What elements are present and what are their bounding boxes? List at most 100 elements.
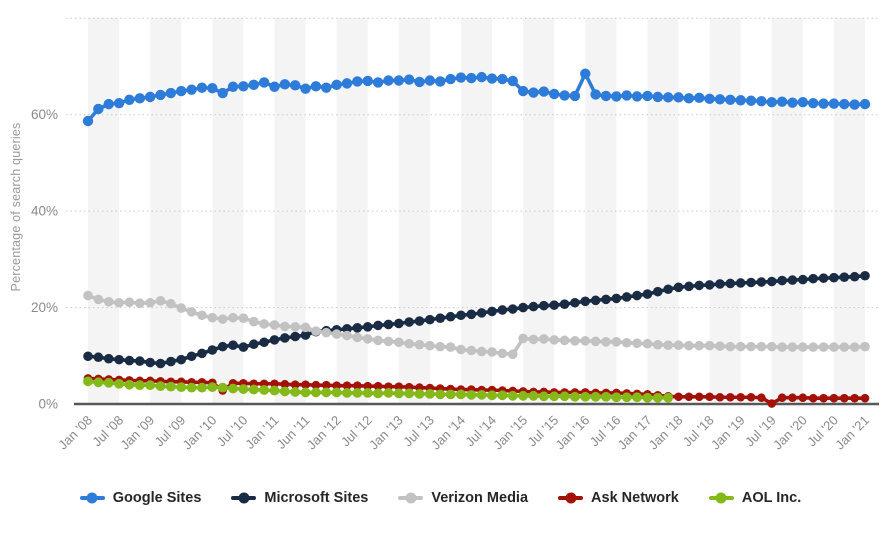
data-point-aol-inc[interactable] <box>414 388 425 399</box>
data-point-aol-inc[interactable] <box>217 382 228 393</box>
data-point-microsoft-sites[interactable] <box>466 309 477 320</box>
data-point-google-sites[interactable] <box>621 90 632 101</box>
data-point-verizon-media[interactable] <box>425 340 435 351</box>
data-point-aol-inc[interactable] <box>538 391 549 402</box>
data-point-aol-inc[interactable] <box>165 381 176 392</box>
data-point-aol-inc[interactable] <box>590 391 601 402</box>
data-point-verizon-media[interactable] <box>114 297 124 308</box>
data-point-microsoft-sites[interactable] <box>176 354 187 365</box>
data-point-verizon-media[interactable] <box>248 316 259 327</box>
data-point-ask-network[interactable] <box>839 393 849 403</box>
data-point-google-sites[interactable] <box>528 87 539 98</box>
data-point-microsoft-sites[interactable] <box>725 278 736 289</box>
data-point-google-sites[interactable] <box>559 90 570 101</box>
data-point-google-sites[interactable] <box>321 82 332 93</box>
data-point-ask-network[interactable] <box>353 381 362 390</box>
data-point-verizon-media[interactable] <box>103 296 114 307</box>
data-point-google-sites[interactable] <box>435 76 446 87</box>
data-point-google-sites[interactable] <box>362 75 373 87</box>
data-point-google-sites[interactable] <box>683 93 695 104</box>
data-point-google-sites[interactable] <box>300 83 311 94</box>
data-point-google-sites[interactable] <box>134 93 145 104</box>
data-point-verizon-media[interactable] <box>549 335 559 345</box>
data-point-verizon-media[interactable] <box>839 342 850 352</box>
data-point-verizon-media[interactable] <box>487 347 497 357</box>
data-point-verizon-media[interactable] <box>238 313 249 323</box>
data-point-verizon-media[interactable] <box>186 307 197 317</box>
data-point-verizon-media[interactable] <box>663 340 673 350</box>
data-point-verizon-media[interactable] <box>829 342 839 352</box>
legend-item-microsoft-sites[interactable]: Microsoft Sites <box>231 490 368 506</box>
data-point-microsoft-sites[interactable] <box>166 356 176 367</box>
data-point-ask-network[interactable] <box>788 393 797 403</box>
data-point-microsoft-sites[interactable] <box>445 311 456 322</box>
data-point-google-sites[interactable] <box>103 98 114 110</box>
data-point-verizon-media[interactable] <box>798 342 808 352</box>
data-point-verizon-media[interactable] <box>394 337 404 348</box>
data-point-google-sites[interactable] <box>756 96 767 107</box>
data-point-google-sites[interactable] <box>424 75 436 86</box>
data-point-google-sites[interactable] <box>714 94 726 105</box>
data-point-microsoft-sites[interactable] <box>83 351 93 362</box>
data-point-google-sites[interactable] <box>124 94 135 105</box>
data-point-microsoft-sites[interactable] <box>114 354 124 365</box>
data-point-google-sites[interactable] <box>704 93 715 105</box>
data-point-aol-inc[interactable] <box>134 380 145 391</box>
data-point-microsoft-sites[interactable] <box>787 275 798 285</box>
data-point-verizon-media[interactable] <box>559 335 570 346</box>
data-point-microsoft-sites[interactable] <box>507 304 518 314</box>
data-point-google-sites[interactable] <box>466 72 477 84</box>
data-point-verizon-media[interactable] <box>766 341 777 352</box>
data-point-microsoft-sites[interactable] <box>217 341 228 352</box>
data-point-verizon-media[interactable] <box>228 312 238 323</box>
data-point-verizon-media[interactable] <box>539 334 549 344</box>
data-point-aol-inc[interactable] <box>497 390 508 401</box>
data-point-aol-inc[interactable] <box>331 387 342 398</box>
legend-item-google-sites[interactable]: Google Sites <box>79 490 201 506</box>
data-point-verizon-media[interactable] <box>445 342 456 352</box>
data-point-aol-inc[interactable] <box>476 389 487 400</box>
data-point-aol-inc[interactable] <box>456 389 466 400</box>
data-point-microsoft-sites[interactable] <box>207 345 218 355</box>
data-point-ask-network[interactable] <box>746 392 756 402</box>
data-point-ask-network[interactable] <box>715 392 725 402</box>
data-point-google-sites[interactable] <box>155 89 166 101</box>
data-point-verizon-media[interactable] <box>435 341 446 352</box>
data-point-google-sites[interactable] <box>414 76 425 88</box>
data-point-google-sites[interactable] <box>113 97 125 109</box>
data-point-aol-inc[interactable] <box>570 391 580 402</box>
data-point-microsoft-sites[interactable] <box>362 322 373 332</box>
data-point-google-sites[interactable] <box>611 91 622 102</box>
data-point-verizon-media[interactable] <box>259 319 269 329</box>
data-point-verizon-media[interactable] <box>373 335 383 346</box>
data-point-microsoft-sites[interactable] <box>653 286 663 297</box>
data-point-microsoft-sites[interactable] <box>673 282 684 293</box>
data-point-aol-inc[interactable] <box>207 382 218 393</box>
data-point-verizon-media[interactable] <box>404 338 414 349</box>
data-point-microsoft-sites[interactable] <box>611 293 622 304</box>
data-point-microsoft-sites[interactable] <box>394 318 404 329</box>
data-point-verizon-media[interactable] <box>621 337 632 348</box>
data-point-aol-inc[interactable] <box>145 380 156 391</box>
data-point-google-sites[interactable] <box>735 95 746 106</box>
data-point-microsoft-sites[interactable] <box>704 280 715 290</box>
data-point-google-sites[interactable] <box>372 77 384 88</box>
data-point-microsoft-sites[interactable] <box>93 352 104 363</box>
data-point-aol-inc[interactable] <box>362 388 373 398</box>
data-point-verizon-media[interactable] <box>497 348 508 359</box>
data-point-google-sites[interactable] <box>631 91 643 102</box>
data-point-microsoft-sites[interactable] <box>632 290 642 301</box>
data-point-ask-network[interactable] <box>850 393 859 403</box>
data-point-aol-inc[interactable] <box>528 390 539 401</box>
data-point-verizon-media[interactable] <box>280 321 290 332</box>
data-point-ask-network[interactable] <box>829 393 839 403</box>
data-point-aol-inc[interactable] <box>197 382 207 393</box>
data-point-verizon-media[interactable] <box>642 338 653 349</box>
data-point-google-sites[interactable] <box>176 85 187 97</box>
data-point-verizon-media[interactable] <box>507 349 518 360</box>
data-point-ask-network[interactable] <box>301 380 310 390</box>
data-point-microsoft-sites[interactable] <box>808 273 818 284</box>
data-point-microsoft-sites[interactable] <box>103 353 114 364</box>
data-point-microsoft-sites[interactable] <box>404 317 414 327</box>
data-point-ask-network[interactable] <box>363 381 373 391</box>
